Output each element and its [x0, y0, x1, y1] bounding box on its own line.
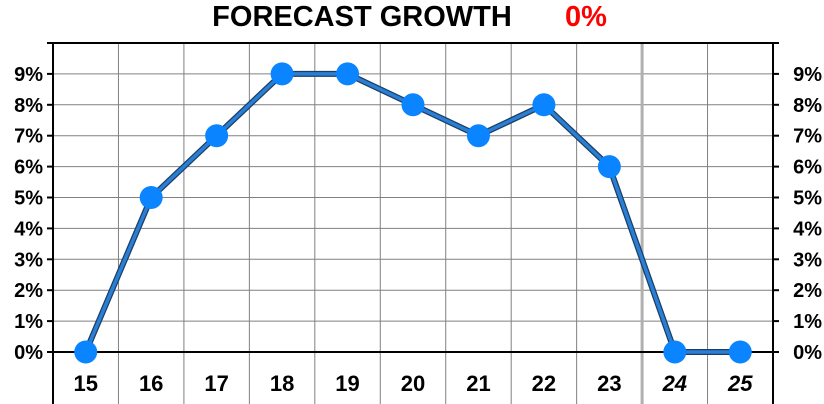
grid-lines — [53, 42, 773, 404]
x-tick-label: 18 — [270, 371, 294, 396]
data-point — [336, 62, 360, 86]
y-tick-label-left: 4% — [14, 218, 43, 240]
x-tick-label: 17 — [204, 371, 228, 396]
y-tick-label-right: 8% — [793, 95, 822, 117]
y-tick-label-right: 2% — [793, 280, 822, 302]
y-tick-label-right: 3% — [793, 249, 822, 271]
x-tick-label-forecast: 24 — [662, 371, 687, 396]
data-point — [74, 340, 98, 364]
y-tick-label-left: 2% — [14, 280, 43, 302]
series-growth — [74, 62, 752, 364]
y-axis-right-ticks: 0% 1% 2% 3% 4% 5% 6% 7% 8% 9% — [793, 64, 822, 364]
data-point — [532, 93, 556, 117]
x-tick-label: 20 — [401, 371, 425, 396]
data-point — [728, 340, 752, 364]
y-tick-label-right: 5% — [793, 188, 822, 210]
y-tick-label-left: 5% — [14, 188, 43, 210]
x-tick-label-forecast: 25 — [727, 371, 753, 396]
data-point — [663, 340, 687, 364]
x-tick-label: 21 — [466, 371, 490, 396]
data-point — [139, 186, 163, 209]
y-tick-label-right: 7% — [793, 126, 822, 148]
data-point — [270, 62, 294, 86]
chart-title: FORECAST GROWTH — [212, 1, 512, 33]
y-tick-label-left: 8% — [14, 95, 43, 117]
y-tick-label-left: 7% — [14, 126, 43, 148]
y-tick-label-right: 4% — [793, 218, 822, 240]
data-point — [466, 124, 490, 148]
x-tick-label: 19 — [335, 371, 359, 396]
x-tick-label: 16 — [139, 371, 163, 396]
y-tick-label-left: 9% — [14, 64, 43, 86]
data-point — [401, 93, 425, 117]
axes — [47, 42, 779, 404]
y-axis-left-ticks: 0% 1% 2% 3% 4% 5% 6% 7% 8% 9% — [14, 64, 43, 364]
y-tick-label-left: 0% — [14, 342, 43, 364]
x-axis-ticks: 15 16 17 18 19 20 21 22 23 24 25 — [73, 371, 753, 396]
y-tick-label-right: 0% — [793, 342, 822, 364]
data-point — [597, 155, 621, 179]
y-tick-label-right: 1% — [793, 311, 822, 333]
y-tick-label-left: 1% — [14, 311, 43, 333]
y-tick-label-right: 9% — [793, 64, 822, 86]
x-tick-label: 22 — [532, 371, 556, 396]
y-tick-label-right: 6% — [793, 157, 822, 179]
x-tick-label: 23 — [597, 371, 621, 396]
y-tick-label-left: 6% — [14, 157, 43, 179]
x-tick-label: 15 — [73, 371, 97, 396]
y-tick-label-left: 3% — [14, 249, 43, 271]
data-point — [205, 124, 229, 148]
chart-title-value: 0% — [565, 1, 607, 33]
